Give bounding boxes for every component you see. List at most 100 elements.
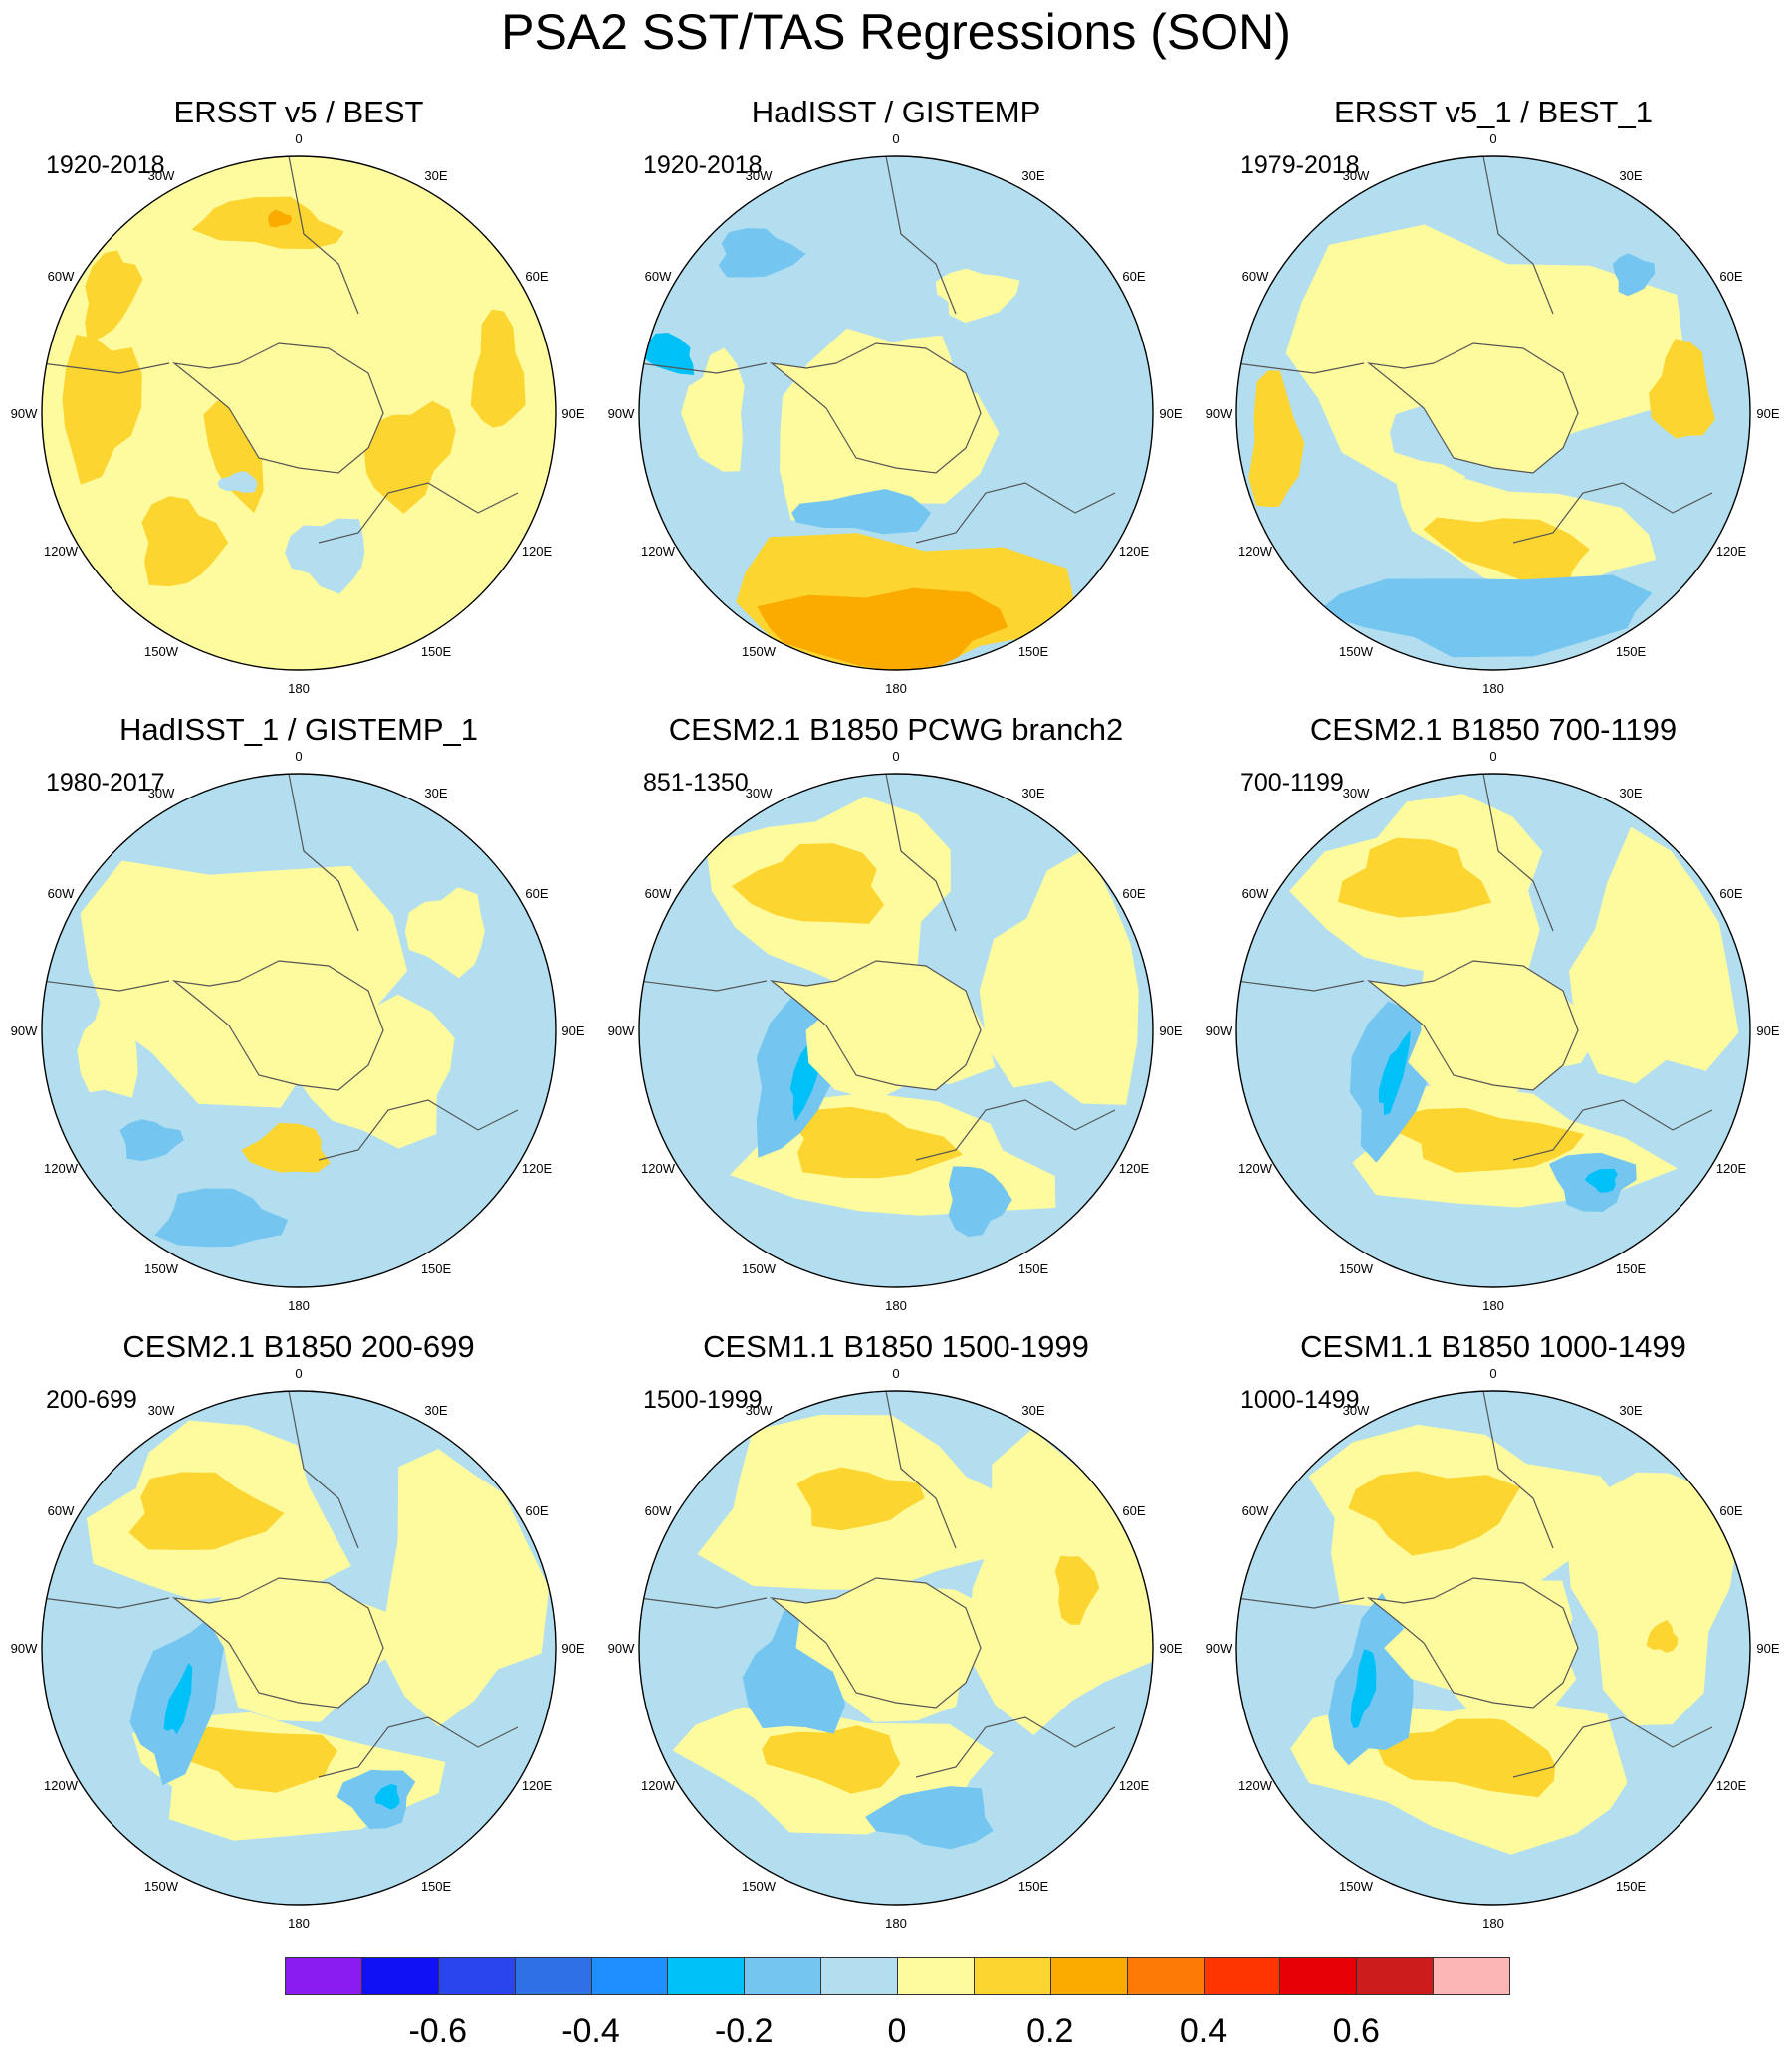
- longitude-label: 120E: [522, 544, 553, 559]
- longitude-label: 90E: [1159, 1641, 1182, 1656]
- polar-map: 0 30E 60E 90E 120E 150E 180 150W 120W 90W 60W 30W: [608, 1366, 1183, 1931]
- longitude-label: 30E: [424, 1403, 447, 1418]
- anomaly-contour: [1350, 1649, 1377, 1728]
- colorbar-tick-label: 0.2: [1026, 2012, 1074, 2050]
- anomaly-contour: [1054, 1555, 1100, 1625]
- anomaly-contour: [1423, 517, 1590, 588]
- antarctica-coastline: [171, 960, 384, 1091]
- panel-title: ERSST v5 / BEST: [173, 95, 424, 129]
- map-border: [41, 1390, 557, 1906]
- longitude-label: 120E: [1119, 544, 1150, 559]
- longitude-label: 30W: [148, 786, 175, 800]
- anomaly-contour: [85, 250, 143, 343]
- longitude-label: 0: [1489, 1366, 1496, 1381]
- colorbar-swatch: [667, 1957, 746, 1995]
- panel-title: CESM2.1 B1850 PCWG branch2: [668, 712, 1124, 747]
- longitude-label: 30W: [746, 786, 773, 800]
- longitude-label: 30W: [148, 1403, 175, 1418]
- longitude-label: 90E: [1159, 406, 1182, 421]
- longitude-label: 90W: [608, 1641, 635, 1656]
- anomaly-contour: [1316, 574, 1653, 658]
- longitude-label: 30E: [1021, 1403, 1044, 1418]
- anomaly-contour: [762, 1725, 901, 1794]
- south-america-coastline: [1236, 980, 1365, 992]
- colorbar-swatch: [820, 1957, 898, 1995]
- longitude-label: 60W: [1242, 269, 1269, 284]
- panel-period: 700-1199: [1240, 769, 1344, 797]
- anomaly-contour: [470, 309, 526, 428]
- anomaly-contour: [1646, 1620, 1679, 1653]
- anomaly-contour: [1248, 370, 1305, 508]
- anomaly-contour: [791, 1106, 963, 1179]
- antarctica-coastline: [1366, 342, 1579, 474]
- africa-coastline: [885, 774, 957, 932]
- longitude-label: 0: [892, 749, 899, 764]
- anomaly-contour: [731, 843, 885, 924]
- south-america-coastline: [42, 980, 170, 992]
- anomaly-contour: [718, 228, 806, 278]
- longitude-label: 120W: [1238, 1161, 1273, 1176]
- australia-coastline: [915, 1099, 1116, 1161]
- anomaly-contour: [374, 1783, 400, 1810]
- longitude-label: 150W: [144, 644, 179, 659]
- longitude-label: 0: [1489, 749, 1496, 764]
- south-america-coastline: [1236, 362, 1365, 374]
- colorbar-swatch: [360, 1957, 439, 1995]
- south-america-coastline: [1236, 1597, 1365, 1609]
- map-border: [638, 773, 1154, 1288]
- figure-title: PSA2 SST/TAS Regressions (SON): [501, 4, 1291, 60]
- longitude-label: 150W: [742, 644, 777, 659]
- anomaly-contour: [1584, 1168, 1618, 1193]
- longitude-label: 180: [885, 681, 907, 696]
- longitude-label: 30E: [1619, 1403, 1642, 1418]
- colorbar-swatch: [1433, 1957, 1510, 1995]
- longitude-label: 90W: [1206, 1641, 1232, 1656]
- anomaly-contour: [1649, 339, 1715, 439]
- colorbar-swatch: [1279, 1957, 1358, 1995]
- longitude-label: 90E: [1756, 406, 1779, 421]
- map-border: [638, 1390, 1154, 1906]
- longitude-label: 60E: [1719, 1503, 1742, 1518]
- longitude-label: 60W: [645, 886, 672, 901]
- colorbar-swatch: [897, 1957, 975, 1995]
- map-panel: 0 30E 60E 90E 120E 150E 180 150W 120W 90W 60W 30W ER…: [1195, 95, 1792, 712]
- longitude-label: 60W: [1242, 1503, 1269, 1518]
- africa-coastline: [288, 156, 359, 315]
- map-panel: 0 30E 60E 90E 120E 150E 180 150W 120W 90W 60W 30W CE…: [1195, 712, 1792, 1329]
- longitude-label: 90W: [1206, 1024, 1232, 1038]
- map-border: [41, 155, 557, 671]
- polar-map: 0 30E 60E 90E 120E 150E 180 150W 120W 90W 60W 30W: [11, 1366, 585, 1931]
- map-border: [1235, 773, 1751, 1288]
- longitude-label: 30W: [1343, 786, 1370, 800]
- longitude-label: 60W: [48, 1503, 75, 1518]
- longitude-label: 150E: [1018, 1879, 1049, 1894]
- longitude-label: 180: [1482, 681, 1504, 696]
- longitude-label: 120W: [44, 1161, 79, 1176]
- longitude-label: 30W: [148, 168, 175, 183]
- longitude-label: 60W: [48, 269, 75, 284]
- antarctica-coastline: [171, 342, 384, 474]
- longitude-label: 30E: [1021, 786, 1044, 800]
- colorbar-swatch: [437, 1957, 516, 1995]
- colorbar-swatch: [744, 1957, 822, 1995]
- longitude-label: 0: [1489, 131, 1496, 146]
- longitude-label: 30E: [1619, 786, 1642, 800]
- longitude-label: 150E: [1616, 1879, 1647, 1894]
- australia-coastline: [915, 1716, 1116, 1778]
- panel-period: 1920-2018: [46, 151, 165, 179]
- longitude-label: 0: [892, 131, 899, 146]
- panel-title: HadISST_1 / GISTEMP_1: [118, 712, 479, 747]
- anomaly-contour: [77, 993, 138, 1098]
- anomaly-contour: [268, 209, 293, 228]
- south-america-coastline: [639, 1597, 768, 1609]
- longitude-label: 90E: [1756, 1024, 1779, 1038]
- australia-coastline: [1512, 1099, 1713, 1161]
- australia-coastline: [318, 1716, 519, 1778]
- polar-map: 0 30E 60E 90E 120E 150E 180 150W 120W 90W 60W 30W: [11, 131, 585, 696]
- panel-period: 851-1350: [643, 769, 749, 797]
- longitude-label: 30W: [746, 1403, 773, 1418]
- antarctica-coastline: [769, 342, 982, 474]
- longitude-label: 150E: [421, 1261, 452, 1276]
- australia-coastline: [318, 1099, 519, 1161]
- anomaly-contour: [865, 1786, 994, 1850]
